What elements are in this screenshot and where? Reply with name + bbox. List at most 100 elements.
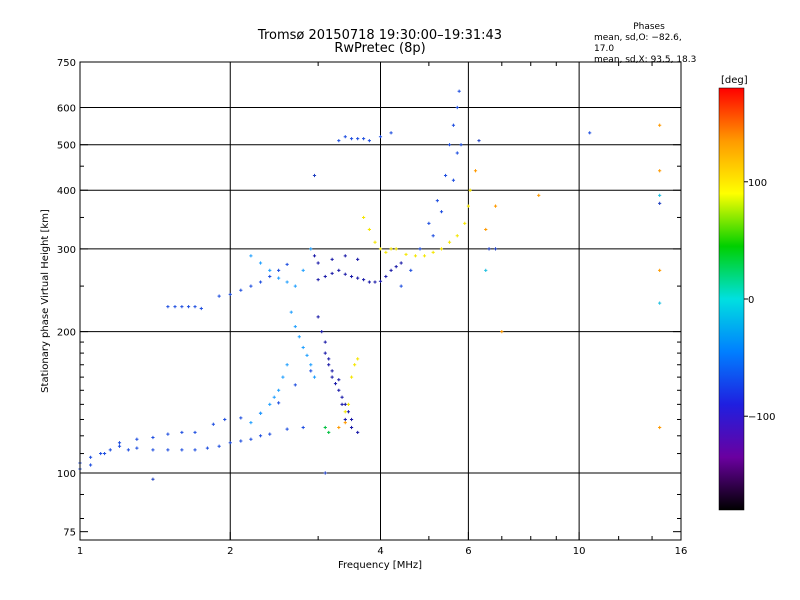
data-point xyxy=(373,280,377,284)
data-point xyxy=(356,276,360,280)
data-point xyxy=(337,268,341,272)
data-point xyxy=(327,357,331,361)
x-tick-label: 2 xyxy=(227,546,233,557)
data-point xyxy=(268,402,272,406)
data-point xyxy=(451,178,456,182)
data-point xyxy=(346,410,351,414)
data-point xyxy=(199,306,203,311)
data-point xyxy=(349,137,354,141)
data-point xyxy=(431,234,435,238)
data-point xyxy=(367,280,371,284)
data-point xyxy=(484,268,488,272)
data-point xyxy=(443,173,448,178)
data-point xyxy=(330,369,334,373)
data-point xyxy=(658,301,662,305)
data-point xyxy=(277,276,281,280)
data-point xyxy=(384,250,388,254)
phase-stats-x: mean, sd,X: 93.5, 18.3 xyxy=(594,55,697,65)
data-point xyxy=(373,240,377,244)
data-point xyxy=(323,425,327,430)
data-point xyxy=(330,271,334,276)
data-point xyxy=(427,221,431,225)
data-point xyxy=(305,353,309,357)
data-point xyxy=(378,247,383,251)
data-point xyxy=(588,131,592,135)
data-point xyxy=(389,268,393,272)
series-phase-100 xyxy=(343,188,472,414)
data-point xyxy=(193,430,197,435)
series-phase-20 xyxy=(323,425,331,435)
x-tick-label: 10 xyxy=(573,546,586,557)
data-point xyxy=(258,434,263,438)
data-point xyxy=(320,330,324,334)
data-point xyxy=(500,330,504,334)
series-phase--100 xyxy=(78,89,592,471)
data-point xyxy=(217,294,221,298)
y-tick-label: 75 xyxy=(63,528,76,539)
data-point xyxy=(126,448,130,452)
data-point xyxy=(289,310,293,314)
data-point xyxy=(349,425,354,430)
x-axis-label: Frequency [MHz] xyxy=(338,560,422,571)
data-point xyxy=(343,421,347,425)
data-point xyxy=(117,441,122,445)
y-tick-label: 200 xyxy=(57,328,76,339)
data-point xyxy=(166,432,170,436)
data-point xyxy=(309,247,313,251)
data-point xyxy=(309,363,313,367)
data-point xyxy=(327,430,331,435)
data-point xyxy=(166,448,170,452)
colorbar-ticks: 100 0 −100 xyxy=(744,178,775,423)
data-point xyxy=(439,210,444,214)
data-point xyxy=(356,257,360,261)
data-point xyxy=(343,272,347,276)
data-point xyxy=(384,274,388,279)
axis-ticks: 1 2 4 6 10 16 75 100 200 300 400 500 600 750 xyxy=(57,58,687,557)
data-point xyxy=(223,417,227,422)
data-point xyxy=(239,288,243,292)
data-point xyxy=(135,446,139,450)
data-point xyxy=(367,139,371,143)
colorbar-label: [deg] xyxy=(721,75,748,86)
data-point xyxy=(399,261,403,265)
data-point xyxy=(658,193,662,197)
data-point xyxy=(277,268,281,272)
data-point xyxy=(316,261,320,265)
data-point xyxy=(337,388,341,392)
data-point xyxy=(356,430,360,435)
data-point xyxy=(378,279,383,283)
data-point xyxy=(439,247,444,251)
data-point xyxy=(413,254,418,258)
data-point xyxy=(312,173,317,178)
data-point xyxy=(431,250,435,254)
data-point xyxy=(186,305,191,309)
colorbar xyxy=(718,87,745,511)
data-point xyxy=(455,105,459,110)
data-point xyxy=(301,345,305,350)
data-point xyxy=(249,437,253,441)
data-point xyxy=(239,439,243,443)
x-tick-label: 4 xyxy=(377,546,383,557)
data-point xyxy=(493,247,498,251)
data-point xyxy=(658,169,662,173)
chart-subtitle: RwPretec (8p) xyxy=(334,41,426,56)
data-point xyxy=(249,284,253,288)
data-point xyxy=(108,448,112,452)
data-point xyxy=(394,265,398,269)
data-point xyxy=(362,137,366,141)
y-tick-label: 300 xyxy=(57,245,76,256)
data-point xyxy=(277,401,281,405)
data-point xyxy=(447,143,452,147)
data-point xyxy=(346,402,351,406)
data-point xyxy=(658,201,662,205)
data-point xyxy=(394,247,398,251)
data-point xyxy=(422,254,427,258)
data-point xyxy=(457,89,461,93)
data-point xyxy=(285,363,289,367)
data-point xyxy=(537,193,541,197)
colorbar-tick-label: −100 xyxy=(748,412,775,423)
data-point xyxy=(409,268,413,272)
series-phase--70 xyxy=(249,247,317,425)
data-point xyxy=(418,247,422,251)
data-point xyxy=(193,305,197,309)
